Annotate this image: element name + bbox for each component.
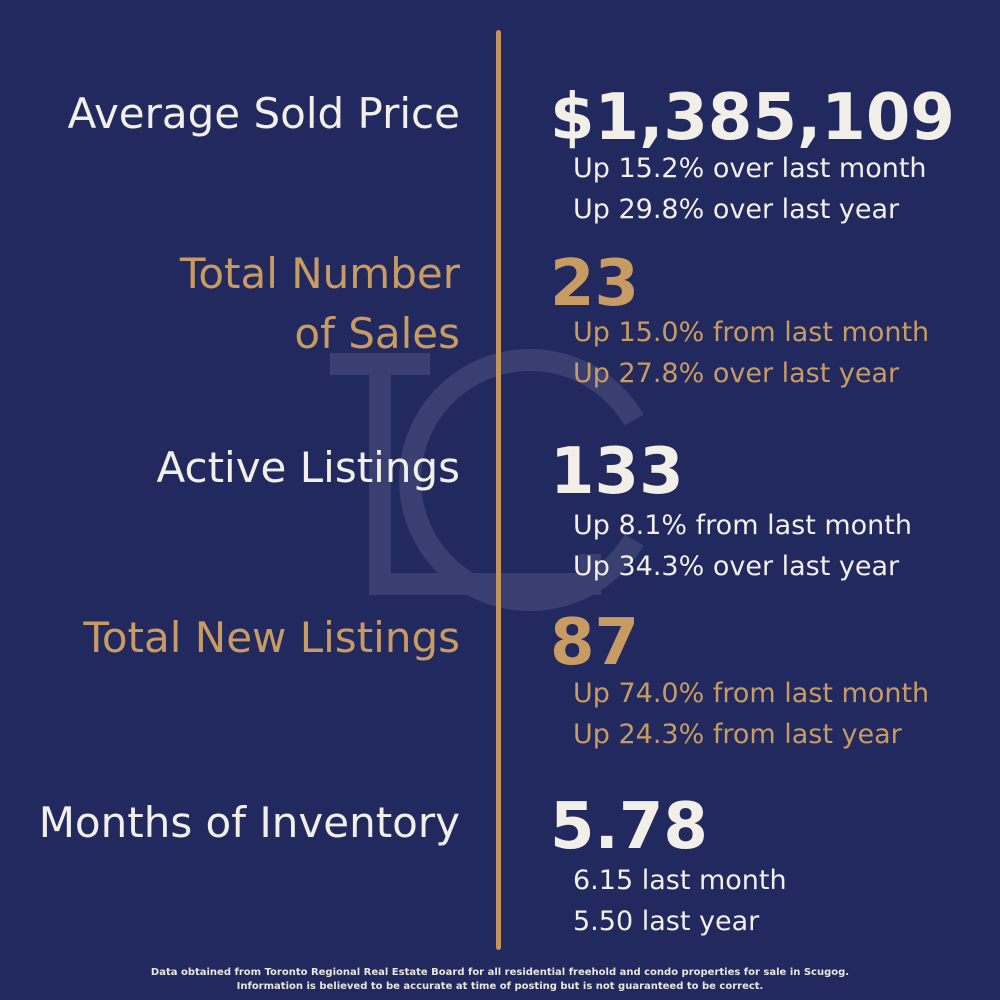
active-listings-monthly-change: Up 8.1% from last month xyxy=(573,510,912,541)
average-sold-price-value: $1,385,109 xyxy=(550,81,955,155)
new-listings-yearly-change: Up 24.3% from last year xyxy=(573,719,902,750)
watermark-logo-icon xyxy=(330,349,644,611)
active-listings-label: Active Listings xyxy=(156,443,460,492)
total-sales-changes: Up 15.0% from last month Up 27.8% over l… xyxy=(573,312,929,394)
disclaimer-footer: Data obtained from Toronto Regional Real… xyxy=(0,966,1000,994)
months-of-inventory-last-month: 6.15 last month xyxy=(573,865,787,896)
vertical-divider xyxy=(496,30,501,950)
total-sales-yearly-change: Up 27.8% over last year xyxy=(573,358,900,389)
active-listings-yearly-change: Up 34.3% over last year xyxy=(573,551,900,582)
active-listings-changes: Up 8.1% from last month Up 34.3% over la… xyxy=(573,505,912,587)
total-sales-label-line1: Total Number xyxy=(179,249,460,298)
new-listings-monthly-change: Up 74.0% from last month xyxy=(573,678,930,709)
months-of-inventory-last-year: 5.50 last year xyxy=(573,906,760,937)
average-sold-price-label: Average Sold Price xyxy=(67,89,460,138)
new-listings-value: 87 xyxy=(550,606,640,680)
new-listings-label: Total New Listings xyxy=(83,613,460,662)
months-of-inventory-value: 5.78 xyxy=(550,790,708,864)
months-of-inventory-label: Months of Inventory xyxy=(38,798,460,847)
average-sold-price-yearly-change: Up 29.8% over last year xyxy=(573,194,900,225)
total-sales-label: Total Number of Sales xyxy=(180,244,460,364)
months-of-inventory-changes: 6.15 last month 5.50 last year xyxy=(573,860,787,942)
disclaimer-line1: Data obtained from Toronto Regional Real… xyxy=(150,967,850,978)
total-sales-monthly-change: Up 15.0% from last month xyxy=(573,317,930,348)
total-sales-value: 23 xyxy=(550,247,640,321)
new-listings-changes: Up 74.0% from last month Up 24.3% from l… xyxy=(573,673,929,755)
total-sales-label-line2: of Sales xyxy=(294,309,460,358)
active-listings-value: 133 xyxy=(550,435,684,509)
disclaimer-line2: Information is believed to be accurate a… xyxy=(236,981,764,992)
average-sold-price-monthly-change: Up 15.2% over last month xyxy=(573,153,927,184)
average-sold-price-changes: Up 15.2% over last month Up 29.8% over l… xyxy=(573,148,927,230)
